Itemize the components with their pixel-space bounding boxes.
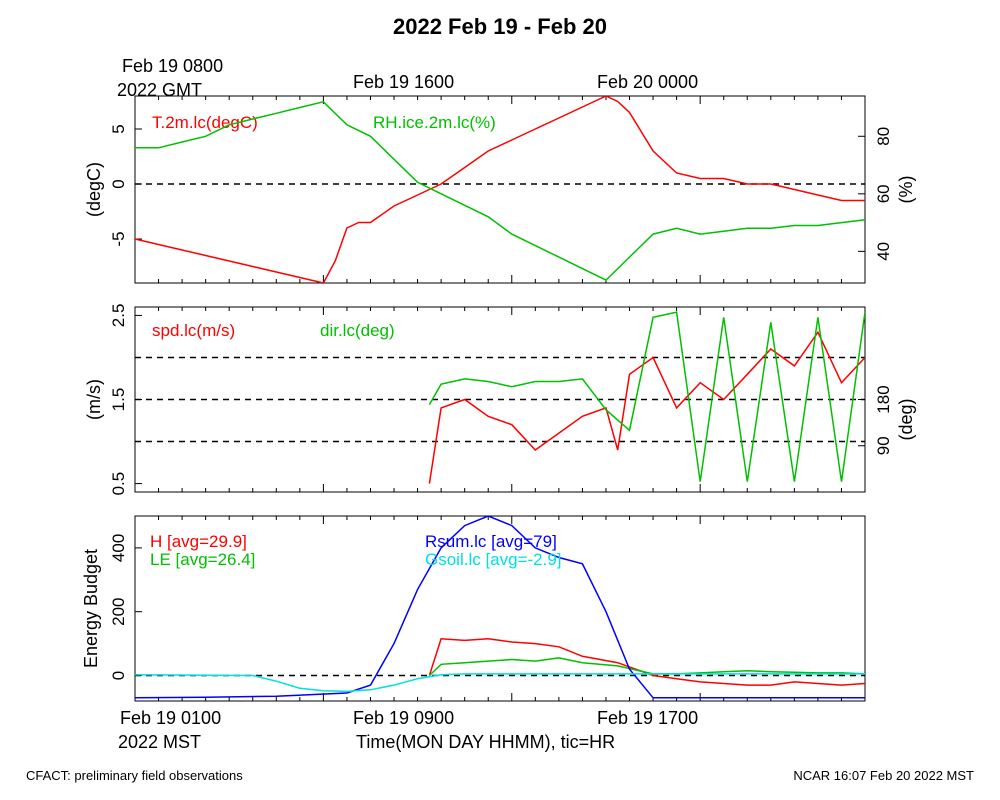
y-tick-label-left: 0.5 bbox=[109, 472, 128, 496]
y-axis-label-left: (degC) bbox=[84, 162, 104, 217]
panel-frame-temperature-humidity bbox=[134, 95, 866, 284]
series-line-green bbox=[428, 311, 865, 482]
y-axis-label-right: (deg) bbox=[896, 398, 916, 440]
panel-frame-energy-budget bbox=[134, 515, 866, 702]
gmt-mid-label: Feb 19 1600 bbox=[353, 72, 455, 92]
mst-start-date-label: Feb 19 0100 bbox=[120, 708, 222, 728]
y-tick-label-left: 0 bbox=[109, 671, 128, 680]
series-line-blue bbox=[135, 516, 865, 699]
series-line-cyan bbox=[135, 673, 865, 693]
legend-label-green: RH.ice.2m.lc(%) bbox=[373, 113, 496, 132]
series-line-red bbox=[428, 638, 865, 686]
legend-label-red: spd.lc(m/s) bbox=[152, 321, 235, 340]
series-line-red bbox=[135, 96, 865, 283]
legend-label-green: dir.lc(deg) bbox=[320, 321, 395, 340]
series-line-green bbox=[428, 657, 865, 677]
footer-note: CFACT: preliminary field observations bbox=[26, 768, 243, 783]
y-tick-label-right: 180 bbox=[874, 385, 893, 413]
footer-timestamp: NCAR 16:07 Feb 20 2022 MST bbox=[793, 768, 974, 783]
legend-label-blue: Rsum.lc [avg=79] bbox=[425, 532, 557, 551]
mst-year-label: 2022 MST bbox=[118, 732, 202, 752]
legend-label-green: LE [avg=26.4] bbox=[150, 550, 255, 569]
chart-title: 2022 Feb 19 - Feb 20 bbox=[393, 14, 607, 39]
series-line-green bbox=[135, 100, 865, 282]
gmt-start-date-label: Feb 19 0800 bbox=[122, 56, 224, 76]
legend-label-red: T.2m.lc(degC) bbox=[152, 113, 258, 132]
y-axis-label-left: Energy Budget bbox=[81, 549, 101, 668]
gmt-right-label: Feb 20 0000 bbox=[597, 72, 699, 92]
y-tick-label-left: 2.5 bbox=[109, 304, 128, 328]
y-tick-label-right: 90 bbox=[874, 436, 893, 455]
y-axis-label-right: (%) bbox=[896, 176, 916, 204]
y-tick-label-right: 40 bbox=[874, 242, 893, 261]
y-tick-label-right: 60 bbox=[874, 184, 893, 203]
legend-label-red: H [avg=29.9] bbox=[150, 532, 247, 551]
gmt-year-label: 2022 GMT bbox=[117, 80, 203, 100]
y-tick-label-left: 400 bbox=[109, 534, 128, 562]
y-tick-label-left: 200 bbox=[109, 598, 128, 626]
y-tick-label-left: 5 bbox=[109, 124, 128, 133]
y-tick-label-right: 80 bbox=[874, 127, 893, 146]
mst-right-label: Feb 19 1700 bbox=[597, 708, 699, 728]
y-tick-label-left: 1.5 bbox=[109, 388, 128, 412]
y-tick-label-left: 0 bbox=[109, 179, 128, 188]
y-axis-label-left: (m/s) bbox=[84, 379, 104, 420]
series-line-red bbox=[428, 330, 865, 484]
mst-mid-label: Feb 19 0900 bbox=[353, 708, 455, 728]
legend-label-cyan: Gsoil.lc [avg=-2.9] bbox=[425, 550, 562, 569]
y-tick-label-left: -5 bbox=[109, 231, 128, 246]
x-axis-label: Time(MON DAY HHMM), tic=HR bbox=[356, 732, 616, 752]
